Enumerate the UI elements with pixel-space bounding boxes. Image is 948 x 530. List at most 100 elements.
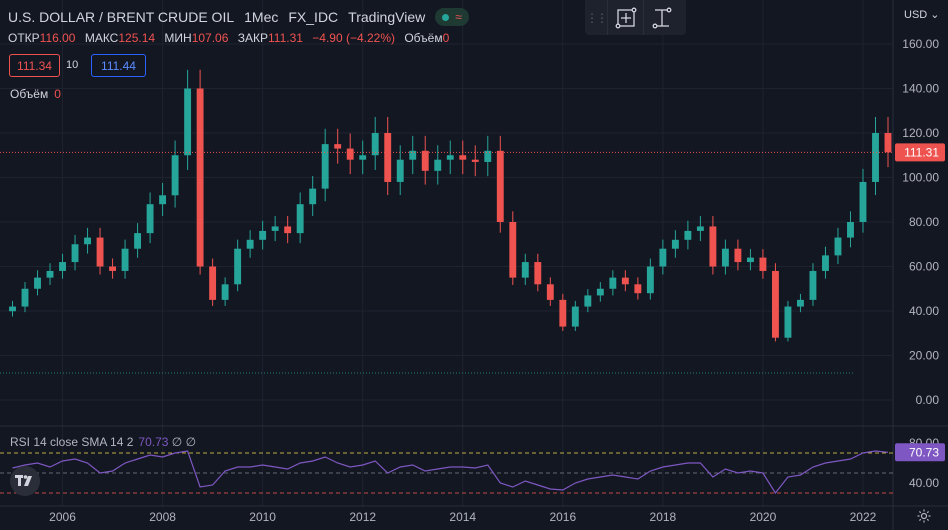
candle — [196, 69, 204, 275]
candle — [34, 270, 41, 296]
spread-value: 10 — [66, 59, 79, 71]
time-tick-label: 2022 — [850, 510, 877, 524]
candle-body — [847, 222, 854, 238]
rsi-legend[interactable]: RSI 14 close SMA 14 2 70.73 ∅ ∅ — [10, 435, 196, 449]
volume-legend[interactable]: Объём 0 — [10, 87, 61, 101]
candle — [246, 230, 254, 258]
candle — [421, 135, 429, 185]
candle — [321, 128, 329, 202]
candle-body — [234, 248, 242, 285]
rsi-extra: ∅ ∅ — [171, 435, 197, 449]
candle-body — [296, 204, 304, 234]
market-status-badge[interactable]: ≈ — [435, 8, 469, 26]
volume-legend-label: Объём — [10, 87, 49, 101]
time-tick-label: 2006 — [49, 510, 76, 524]
candle — [221, 277, 229, 306]
candle-body — [559, 299, 567, 327]
candle-body — [596, 288, 604, 296]
candle-body — [159, 195, 167, 205]
source-label: TradingView — [348, 9, 426, 25]
candle-body — [459, 155, 467, 160]
candle-body — [246, 239, 254, 249]
price-axis: 160.00 140.00 120.00 100.00 80.00 60.00 40.00 2… — [902, 37, 939, 407]
candle — [822, 246, 829, 279]
candle — [684, 220, 692, 250]
candle — [159, 183, 167, 216]
currency-selector[interactable]: USD ⌄ — [904, 8, 940, 21]
time-tick-label: 2010 — [249, 510, 276, 524]
candle-body — [659, 248, 667, 267]
candle — [9, 300, 16, 317]
price-tick-label: 120.00 — [902, 126, 939, 140]
candle — [534, 253, 542, 292]
price-tick-label: 60.00 — [909, 260, 939, 274]
candle — [71, 234, 79, 271]
price-tick-label: 160.00 — [902, 37, 939, 51]
candle — [496, 135, 504, 233]
symbol-name[interactable]: U.S. DOLLAR / BRENT CRUDE OIL — [8, 9, 235, 25]
sell-button[interactable]: 111.34 — [9, 54, 60, 77]
price-range-button[interactable] — [643, 0, 679, 35]
candle — [809, 263, 817, 306]
candle-body — [484, 150, 492, 162]
candle-body — [797, 299, 804, 307]
candle — [884, 116, 892, 168]
candle — [296, 192, 304, 244]
rsi-last-tag — [895, 443, 945, 462]
rsi-value: 70.73 — [138, 435, 169, 449]
candle-body — [209, 266, 217, 300]
candle-body — [384, 133, 392, 182]
candle-body — [359, 155, 367, 160]
candle-body — [59, 262, 66, 271]
date-price-range-button[interactable] — [607, 0, 643, 35]
candle-body — [259, 230, 267, 240]
candle-body — [109, 266, 117, 271]
candle — [797, 293, 804, 313]
candle — [847, 211, 854, 248]
candle — [872, 116, 879, 196]
candle-body — [822, 255, 829, 271]
candle — [634, 277, 642, 300]
candle-body — [609, 277, 617, 289]
price-tick-label: 100.00 — [902, 171, 939, 185]
gear-icon[interactable] — [916, 508, 932, 529]
candle — [596, 282, 604, 302]
candle — [384, 116, 392, 196]
rsi-tick-label: 40.00 — [909, 476, 939, 490]
candle — [609, 270, 617, 296]
wave-icon: ≈ — [455, 10, 462, 24]
candle — [184, 69, 192, 170]
candle-body — [571, 306, 579, 327]
candle — [234, 239, 242, 292]
high-label: МАКС — [84, 31, 119, 45]
candle-body — [84, 237, 91, 245]
candle — [734, 239, 742, 271]
time-tick-label: 2008 — [149, 510, 176, 524]
candle-body — [684, 230, 692, 240]
candle — [109, 258, 117, 279]
candle-body — [884, 133, 892, 153]
candle — [834, 227, 842, 265]
candle-body — [784, 306, 792, 338]
candle-body — [271, 226, 279, 231]
date-price-range-icon — [615, 7, 636, 28]
symbol-header: U.S. DOLLAR / BRENT CRUDE OIL 1Mec FX_ID… — [8, 8, 469, 26]
last-price-tag — [895, 143, 945, 162]
candle — [284, 216, 292, 244]
interval-label[interactable]: 1Mec — [244, 9, 279, 25]
candle-body — [21, 288, 29, 307]
tradingview-logo-icon[interactable] — [10, 466, 40, 496]
candle — [771, 263, 779, 342]
last-price-tag-label: 111.31 — [904, 145, 939, 159]
price-tick-label: 40.00 — [909, 304, 939, 318]
candle — [746, 249, 754, 271]
drag-handle-icon[interactable]: ⋮⋮ — [586, 10, 608, 25]
candle-body — [859, 181, 867, 222]
time-tick-label: 2020 — [750, 510, 777, 524]
currency-label: USD — [904, 9, 928, 21]
candle-body — [759, 257, 767, 271]
buy-button[interactable]: 111.44 — [91, 54, 146, 77]
candle — [146, 192, 154, 244]
candle — [721, 239, 729, 275]
